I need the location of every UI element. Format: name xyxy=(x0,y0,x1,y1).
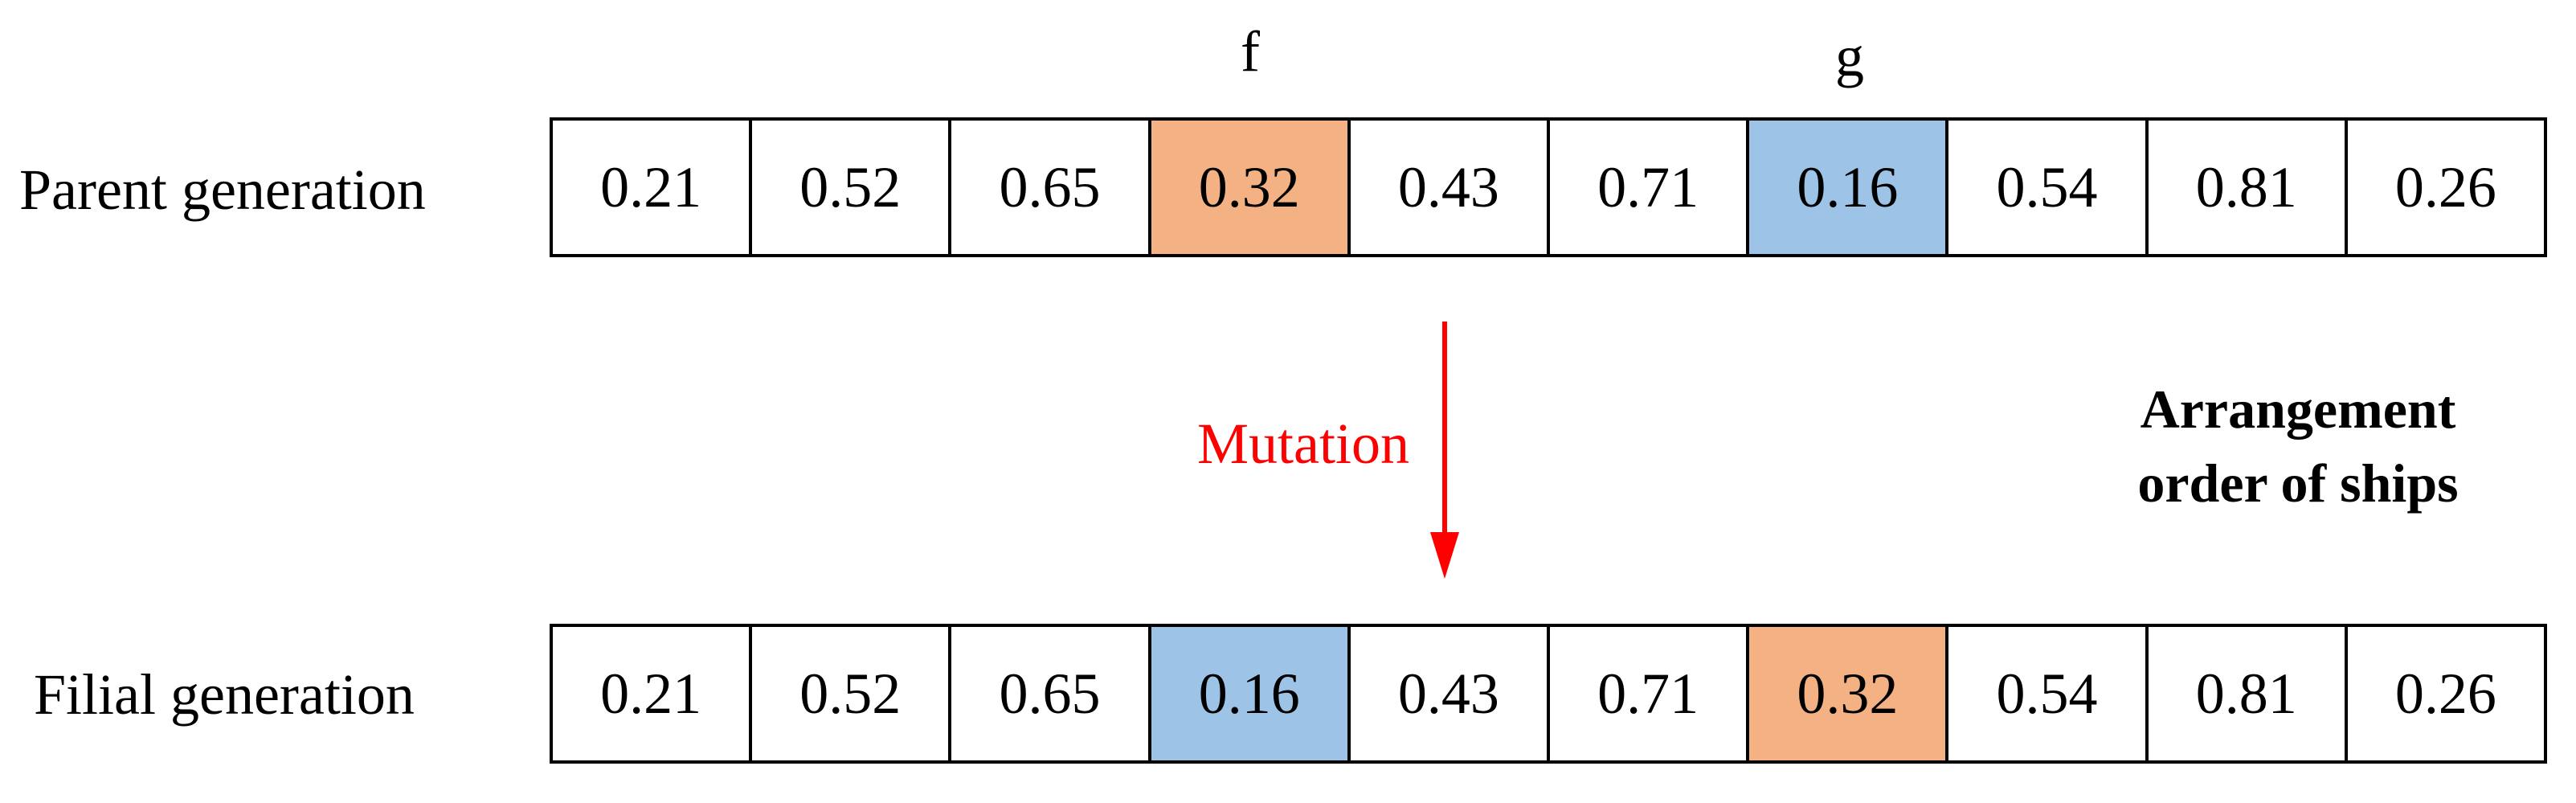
parent-gene-cell-g: 0.16 xyxy=(1749,121,1949,254)
filial-gene-cell: 0.81 xyxy=(2149,627,2348,760)
filial-gene-cell: 0.21 xyxy=(553,627,753,760)
gene-marker-f: f xyxy=(1241,19,1260,84)
filial-gene-cell: 0.52 xyxy=(752,627,952,760)
parent-gene-cell-f: 0.32 xyxy=(1151,121,1351,254)
parent-gene-cell: 0.21 xyxy=(553,121,753,254)
parent-generation-label: Parent generation xyxy=(19,158,426,222)
arrangement-note-line-2: order of ships xyxy=(2137,452,2459,514)
parent-gene-cell: 0.26 xyxy=(2394,155,2496,219)
mutation-arrow xyxy=(1430,322,1459,579)
parent-gene-cell: 0.65 xyxy=(951,121,1151,254)
filial-gene-cell: 0.54 xyxy=(1948,627,2149,760)
mutation-label: Mutation xyxy=(1197,412,1409,476)
parent-gene-cell: 0.43 xyxy=(1351,121,1551,254)
parent-gene-cell: 0.71 xyxy=(1550,121,1750,254)
filial-chromosome: 0.21 0.52 0.65 0.16 0.43 0.71 0.32 0.54 … xyxy=(550,624,2547,764)
filial-generation-label: Filial generation xyxy=(34,662,415,727)
filial-gene-cell: 0.43 xyxy=(1351,627,1551,760)
parent-chromosome: 0.21 0.52 0.65 0.32 0.43 0.71 0.16 0.54 … xyxy=(550,117,2547,257)
parent-gene-cell: 0.81 xyxy=(2149,121,2348,254)
filial-gene-cell: 0.71 xyxy=(1550,627,1750,760)
mutation-arrow-head xyxy=(1430,532,1459,579)
gene-marker-g: g xyxy=(1835,24,1864,88)
arrangement-note: Arrangement order of ships xyxy=(2057,373,2539,521)
parent-gene-cell: 0.52 xyxy=(752,121,952,254)
filial-gene-cell-g: 0.32 xyxy=(1749,627,1949,760)
filial-gene-cell: 0.26 xyxy=(2394,662,2496,726)
arrangement-note-line-1: Arrangement xyxy=(2140,379,2456,440)
parent-gene-cell: 0.54 xyxy=(1948,121,2149,254)
filial-gene-cell-f: 0.16 xyxy=(1151,627,1351,760)
filial-gene-cell: 0.65 xyxy=(951,627,1151,760)
